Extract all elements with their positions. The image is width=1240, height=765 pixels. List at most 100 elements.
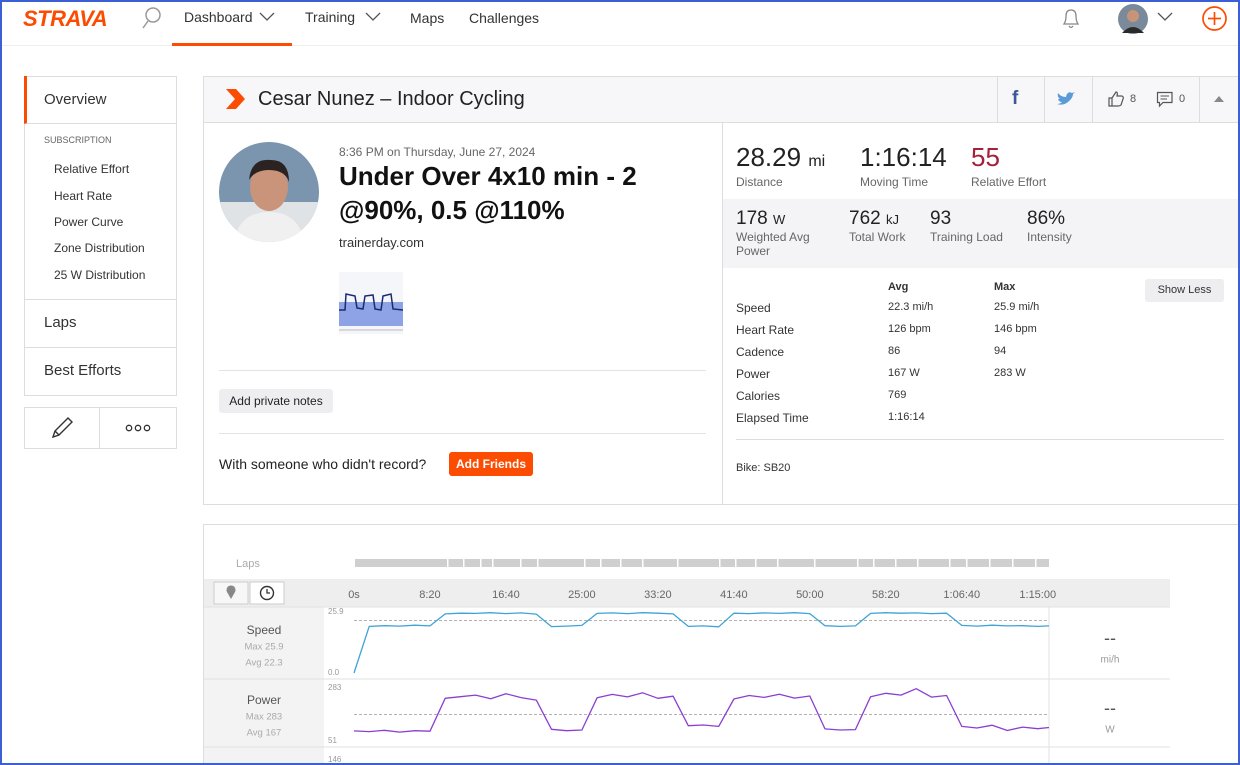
sidebar-link[interactable]: 25 W Distribution [54,268,146,282]
sidebar-link[interactable]: Relative Effort [54,162,130,176]
detail-value: 126 bpm [888,323,931,335]
stat-value: 28.29 mi [736,142,825,173]
comment-icon[interactable] [1156,91,1174,108]
x-tick-label: 33:20 [644,589,672,601]
show-less-button[interactable]: Show Less [1145,279,1224,302]
facebook-share[interactable]: f [1012,88,1019,109]
stat-label: Relative Effort [971,175,1047,189]
separator [219,433,706,434]
search-icon[interactable] [140,5,164,31]
stat-value: 1:16:14 [860,142,947,172]
twitter-share[interactable] [1056,91,1076,107]
notifications-icon[interactable] [1060,6,1082,30]
relative-effort-value[interactable]: 55 [971,142,1000,172]
detail-value: 22.3 mi/h [888,301,934,313]
detail-value: 94 [994,345,1007,357]
laps-label[interactable]: Laps [44,314,77,331]
x-tick-label: 50:00 [796,589,824,601]
lap-gap [480,559,482,567]
row-max: Max 283 [246,712,282,723]
lap-gap [949,559,951,567]
nav-item[interactable]: Training [305,9,356,25]
section-label: SUBSCRIPTION [44,135,112,145]
user-avatar[interactable] [1116,3,1150,37]
nav-item[interactable]: Maps [410,10,445,26]
readout: -- [1104,628,1116,648]
clock-hands [266,589,270,594]
lap-gap [642,559,644,567]
stat-label: Distance [736,175,783,189]
sidebar-link[interactable]: Heart Rate [54,189,113,203]
pin-icon [226,585,236,599]
stat-label: Weighted Avg Power [736,230,810,258]
kudos-count[interactable]: 8 [1130,93,1137,105]
edit-button[interactable] [24,407,100,449]
overview-tab[interactable] [24,76,177,124]
divider [997,77,998,123]
separator [736,439,1224,440]
nav-item[interactable]: Challenges [469,10,540,26]
chevron [365,12,381,21]
stat-label: Intensity [1027,230,1072,244]
stat-unit: kJ [885,212,899,227]
nav-item[interactable]: Dashboard [184,9,253,25]
readout-unit: W [1105,725,1115,736]
row-title: Speed [247,623,282,637]
lap-gap [777,559,779,567]
x-tick-label: 0s [348,589,360,601]
lap-gap [620,559,622,567]
lap-gap [735,559,737,567]
lap-gap [677,559,679,567]
overview-label[interactable]: Overview [44,91,107,108]
lap-gap [1012,559,1014,567]
lap-gap [895,559,897,567]
stat-number: 762 [849,208,881,229]
divider [1092,77,1093,123]
lap-gap [917,559,919,567]
private-notes-button[interactable]: Add private notes [219,389,333,413]
x-tick-label: 8:20 [419,589,440,601]
upload-button[interactable] [1201,5,1228,32]
collapse-caret[interactable] [1214,96,1224,102]
stat-value: 86% [1027,208,1065,230]
sidebar-link[interactable]: Power Curve [54,215,124,229]
best-efforts-label[interactable]: Best Efforts [44,362,122,379]
stat-unit: mi [808,153,826,170]
chevron[interactable] [1157,12,1173,22]
x-tick-label: 25:00 [568,589,596,601]
row-label-bg [204,607,324,679]
stat-value: 762 kJ [849,208,899,230]
x-tick-label: 58:20 [872,589,900,601]
detail-label: Heart Rate [736,323,795,337]
sidebar-link[interactable]: Zone Distribution [54,241,145,255]
detail-label: Calories [736,389,781,403]
detail-value: 86 [888,345,901,357]
row-max: Max 25.9 [244,642,283,653]
stat-unit: W [772,212,786,227]
stat-number: 28.29 [736,142,802,172]
logo[interactable]: STRAVA [23,6,108,31]
x-tick-label: 1:15:00 [1019,589,1056,601]
athlete-avatar[interactable] [219,142,319,242]
detail-value: 769 [888,389,907,401]
x-tick-label: 16:40 [492,589,520,601]
workout-thumbnail[interactable] [339,272,403,334]
detail-value: 283 W [994,367,1026,379]
lap-gap [537,559,539,567]
laps-label: Laps [236,558,260,570]
lap-gap [1035,559,1037,567]
sidebar-menu [24,76,177,300]
add-friends-button[interactable]: Add Friends [449,452,533,476]
stat-label: Moving Time [860,175,929,189]
kudos-icon[interactable] [1107,90,1125,108]
lap-gap [873,559,875,567]
column-header: Max [994,281,1016,293]
readout: -- [1104,698,1116,718]
stat-unit: % [1048,208,1066,229]
comment-count[interactable]: 0 [1179,93,1186,105]
stat-number: 178 [736,208,768,229]
more-button[interactable] [99,407,177,449]
laps-bar [355,559,1049,567]
column-header: Avg [888,281,909,293]
best-efforts-tab[interactable] [24,347,177,396]
